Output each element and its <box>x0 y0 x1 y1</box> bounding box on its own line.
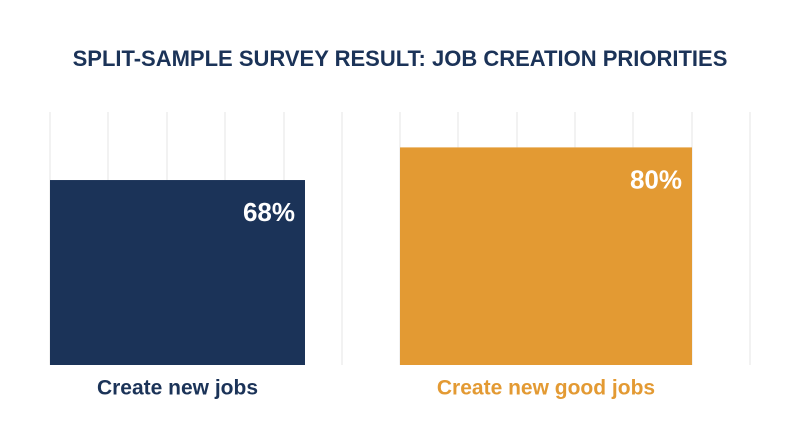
bar <box>50 180 305 365</box>
value-label: 80% <box>630 164 682 194</box>
chart-title: SPLIT-SAMPLE SURVEY RESULT: JOB CREATION… <box>73 46 728 71</box>
x-tick-label: Create new jobs <box>97 377 258 400</box>
x-tick-label: Create new good jobs <box>437 377 655 400</box>
value-label: 68% <box>243 197 295 227</box>
bar <box>400 147 692 365</box>
